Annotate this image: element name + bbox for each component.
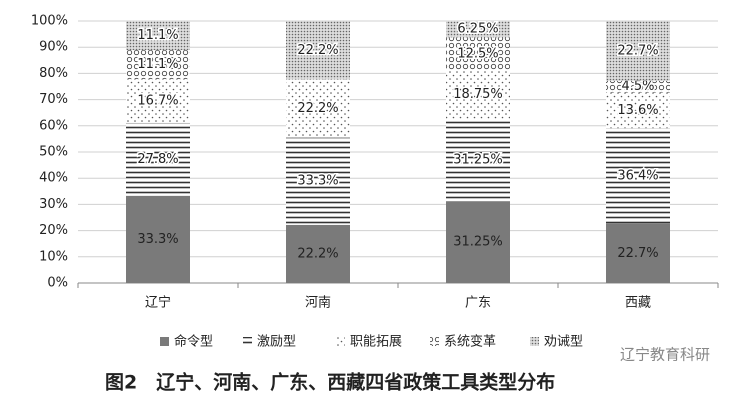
value-label: 22.2% — [297, 101, 338, 116]
legend-swatch — [336, 337, 345, 346]
value-label: 22.2% — [297, 246, 338, 261]
legend-label: 命令型 — [174, 334, 213, 350]
bar-segment — [286, 137, 350, 225]
bar-segment — [126, 79, 190, 123]
value-label: 16.7% — [137, 94, 178, 109]
bar-segment — [606, 223, 670, 283]
y-tick-label: 90% — [39, 40, 68, 55]
y-tick-label: 70% — [39, 92, 68, 107]
y-tick-label: 10% — [39, 249, 68, 264]
bar-segment — [126, 21, 190, 51]
value-label: 31.25% — [453, 235, 503, 250]
value-label: 36.4% — [617, 168, 658, 183]
x-tick-label: 广东 — [465, 296, 491, 311]
x-tick-label: 辽宁 — [145, 295, 171, 311]
value-label: 13.6% — [617, 103, 658, 118]
value-label: 27.8% — [137, 152, 178, 167]
y-tick-label: 80% — [39, 66, 68, 81]
bar-segment — [286, 79, 350, 138]
legend-label: 劝诫型 — [544, 335, 583, 350]
value-label: 12.5% — [457, 46, 498, 61]
bar-segment — [606, 21, 670, 81]
x-tick-label: 河南 — [305, 295, 331, 311]
legend-swatch — [243, 337, 252, 346]
legend-label: 系统变革 — [444, 334, 496, 350]
y-tick-label: 100% — [31, 14, 68, 29]
bar-segment — [126, 50, 190, 80]
value-label: 4.5% — [621, 79, 654, 94]
bar-segment — [446, 37, 510, 71]
value-label: 22.2% — [297, 43, 338, 58]
bar-segment — [446, 70, 510, 120]
value-label: 31.25% — [453, 153, 503, 168]
bar-segment — [126, 122, 190, 196]
watermark: 辽宁教育科研 — [620, 346, 710, 364]
caption: 图2 辽宁、河南、广东、西藏四省政策工具类型分布 — [105, 371, 555, 394]
y-tick-label: 30% — [39, 197, 68, 212]
legend-swatch — [160, 337, 169, 346]
bar-segment — [286, 21, 350, 80]
bar-segment — [286, 224, 350, 283]
y-tick-label: 50% — [39, 145, 68, 160]
value-label: 22.7% — [617, 43, 658, 58]
y-tick-label: 40% — [39, 171, 68, 186]
bar-segment — [606, 92, 670, 129]
value-label: 11.1% — [137, 28, 178, 43]
bar-segment — [446, 201, 510, 283]
legend-label: 激励型 — [257, 335, 296, 350]
legend-label: 职能拓展 — [350, 335, 402, 350]
value-label: 22.7% — [617, 246, 658, 261]
value-label: 33.3% — [137, 232, 178, 247]
y-tick-label: 60% — [39, 118, 68, 133]
value-label: 33.3% — [297, 174, 338, 189]
bar-segment — [446, 21, 510, 38]
value-label: 11.1% — [137, 57, 178, 72]
bar-segment — [126, 195, 190, 283]
bar-segment — [446, 119, 510, 202]
x-tick-label: 西藏 — [625, 296, 651, 311]
bar-segment — [606, 80, 670, 93]
value-label: 6.25% — [457, 22, 498, 37]
y-tick-label: 20% — [39, 223, 68, 238]
value-label: 18.75% — [453, 87, 503, 102]
legend-swatch — [430, 337, 439, 346]
legend-swatch — [530, 337, 539, 346]
bar-segment — [606, 128, 670, 224]
y-tick-label: 0% — [47, 276, 68, 291]
